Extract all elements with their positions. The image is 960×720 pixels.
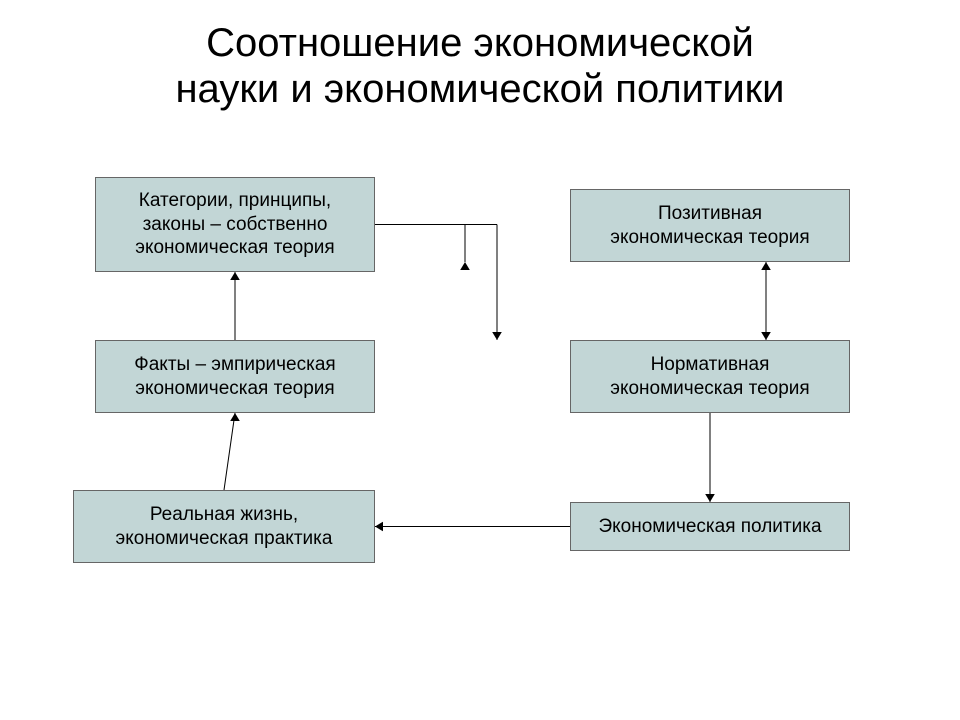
flowchart-node-facts: Факты – эмпирическая экономическая теори… <box>95 340 375 413</box>
flowchart-node-normative: Нормативная экономическая теория <box>570 340 850 413</box>
flowchart-node-reallife: Реальная жизнь, экономическая практика <box>73 490 375 563</box>
flowchart-node-categories: Категории, принципы, законы – собственно… <box>95 177 375 272</box>
page-title: Соотношение экономической науки и эконом… <box>0 20 960 112</box>
flowchart-node-positive: Позитивная экономическая теория <box>570 189 850 262</box>
flowchart-node-policy: Экономическая политика <box>570 502 850 551</box>
